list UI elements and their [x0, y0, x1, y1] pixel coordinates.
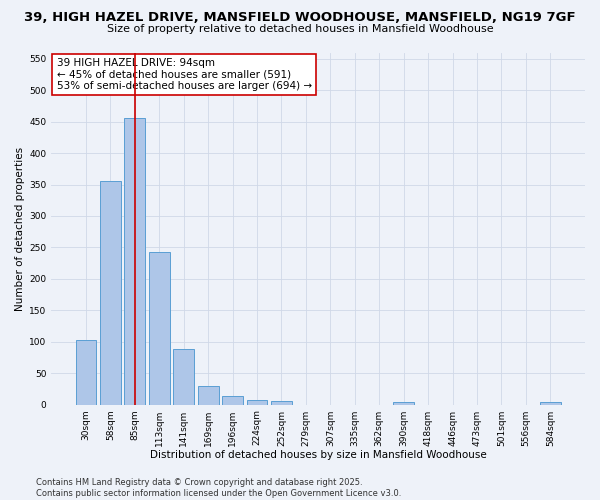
- Bar: [100, 181, 121, 404]
- Bar: [76, 340, 97, 404]
- Text: 39 HIGH HAZEL DRIVE: 94sqm
← 45% of detached houses are smaller (591)
53% of sem: 39 HIGH HAZEL DRIVE: 94sqm ← 45% of deta…: [56, 58, 312, 91]
- Bar: [247, 400, 268, 404]
- Bar: [222, 396, 243, 404]
- Bar: [149, 252, 170, 404]
- X-axis label: Distribution of detached houses by size in Mansfield Woodhouse: Distribution of detached houses by size …: [150, 450, 487, 460]
- Bar: [173, 350, 194, 405]
- Bar: [198, 386, 218, 404]
- Text: Size of property relative to detached houses in Mansfield Woodhouse: Size of property relative to detached ho…: [107, 24, 493, 34]
- Bar: [271, 402, 292, 404]
- Text: 39, HIGH HAZEL DRIVE, MANSFIELD WOODHOUSE, MANSFIELD, NG19 7GF: 39, HIGH HAZEL DRIVE, MANSFIELD WOODHOUS…: [24, 11, 576, 24]
- Bar: [540, 402, 561, 404]
- Text: Contains HM Land Registry data © Crown copyright and database right 2025.
Contai: Contains HM Land Registry data © Crown c…: [36, 478, 401, 498]
- Y-axis label: Number of detached properties: Number of detached properties: [15, 146, 25, 310]
- Bar: [124, 118, 145, 405]
- Bar: [394, 402, 414, 404]
